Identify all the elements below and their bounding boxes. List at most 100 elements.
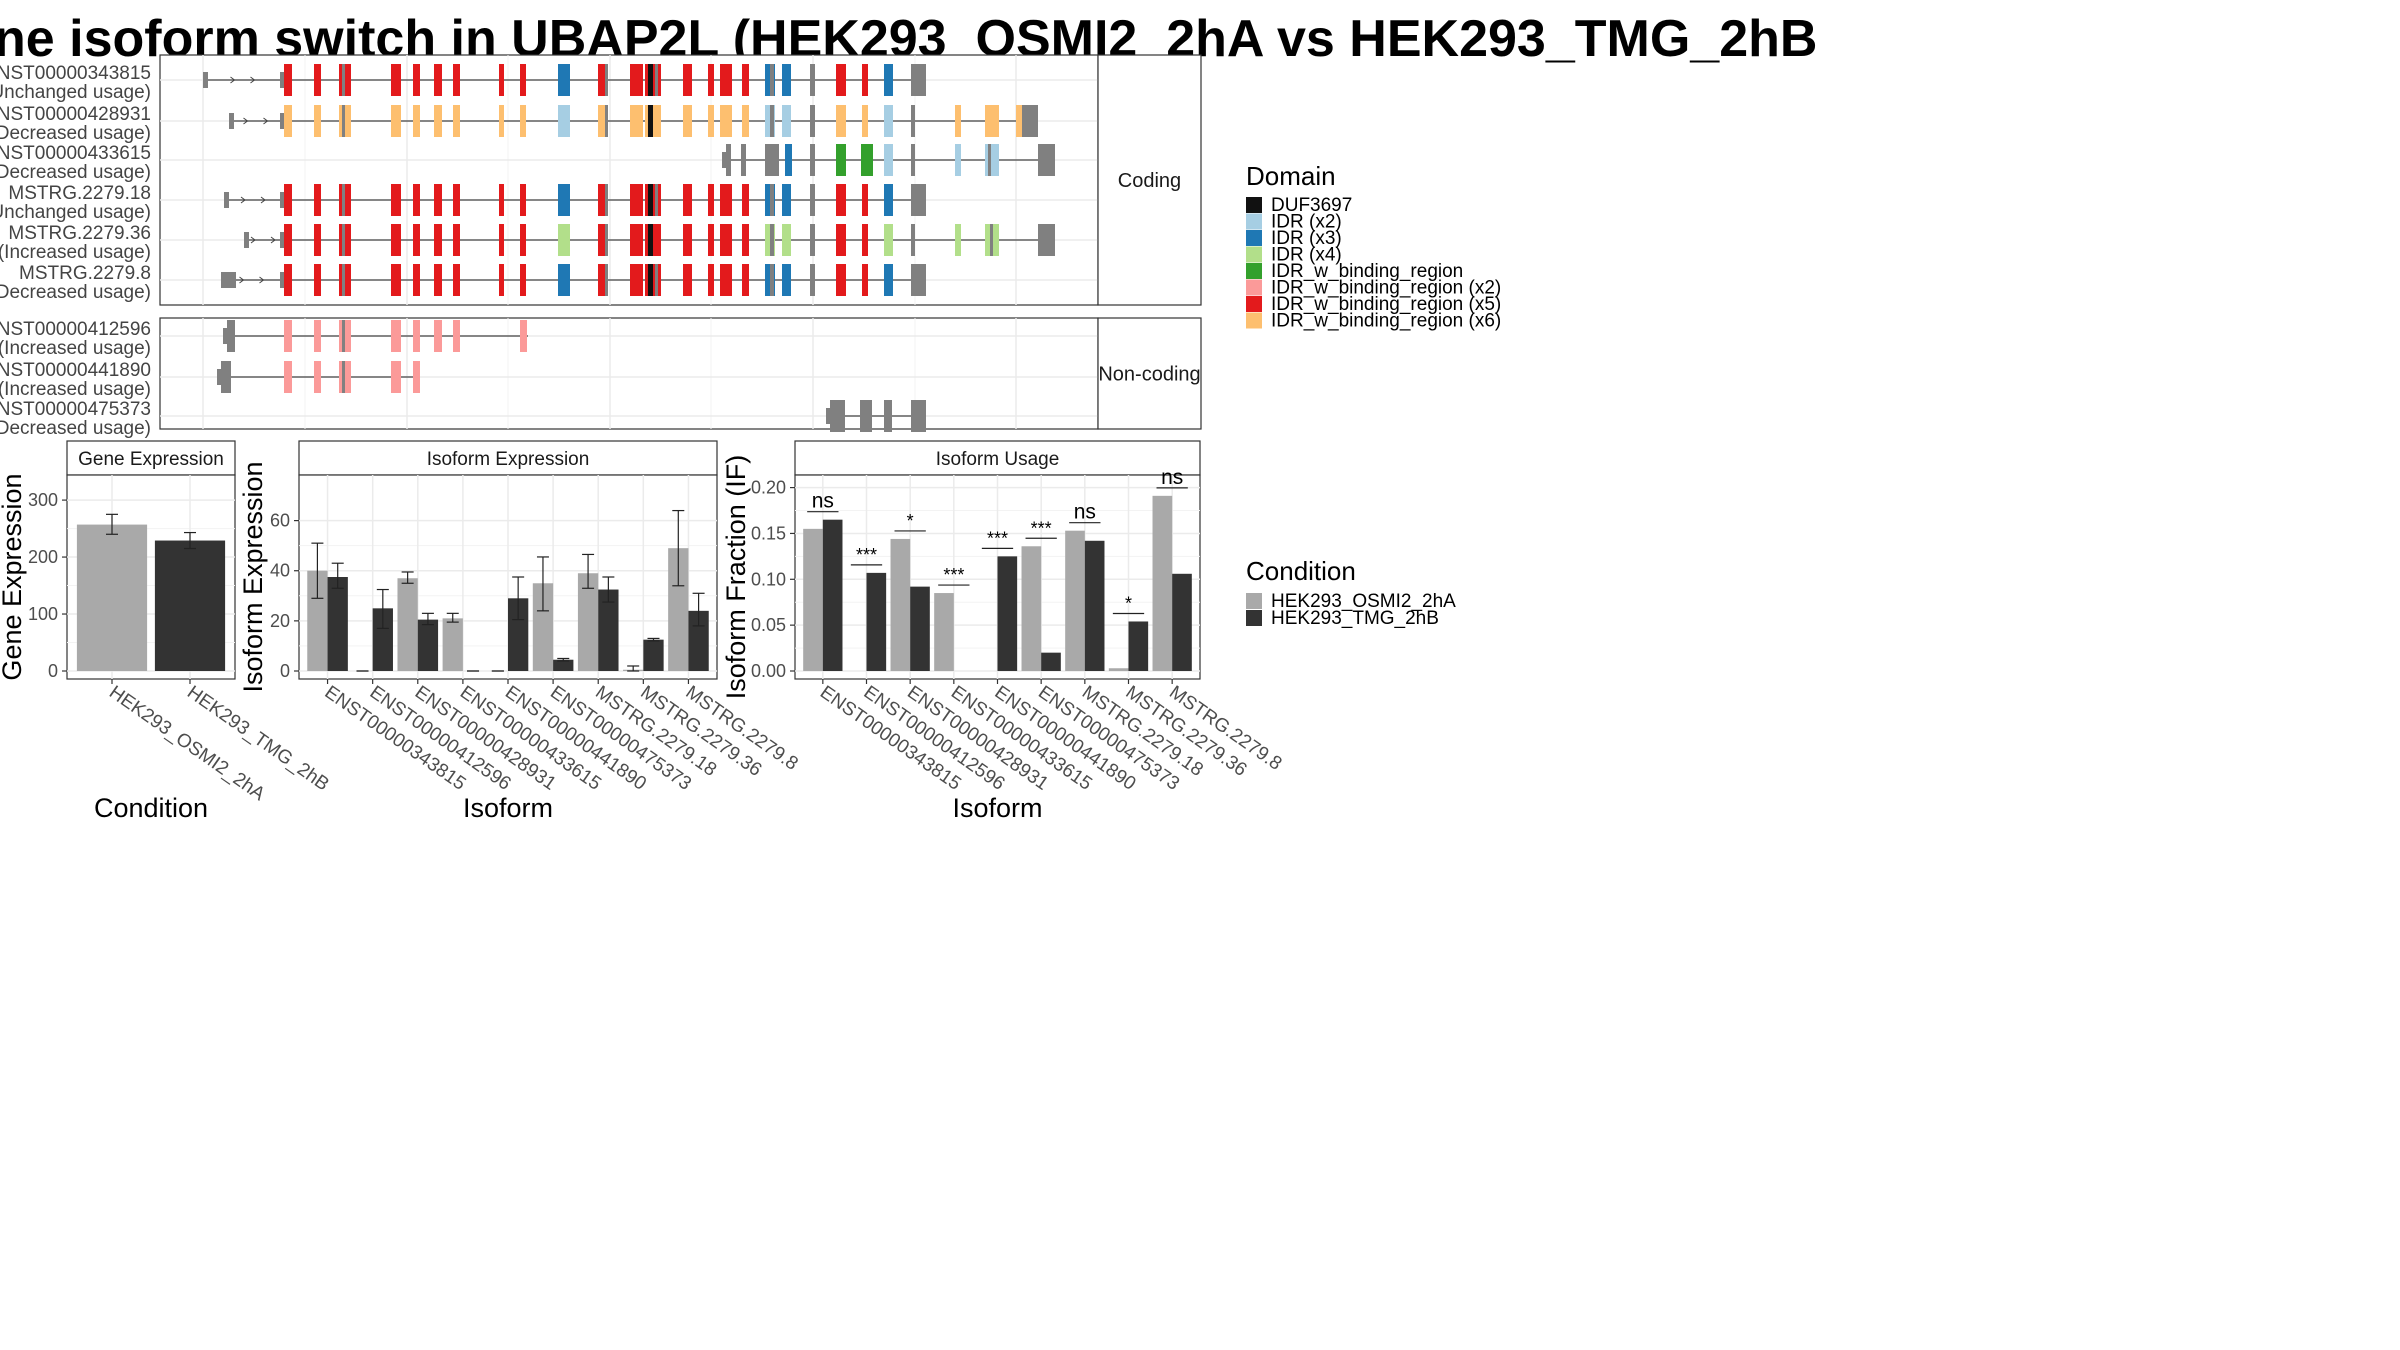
isoform-expression-panel: Isoform Expression0204060ENST00000343815… <box>238 440 802 823</box>
exon-block <box>520 320 527 352</box>
exon-block <box>913 184 926 216</box>
domain-mark <box>342 361 345 393</box>
exon-block <box>683 224 692 256</box>
exon-block <box>683 105 692 137</box>
exon-block <box>810 64 815 96</box>
transcript-name: ENST00000475373 <box>0 399 151 420</box>
transcript-usage: (Unchanged usage) <box>0 202 151 223</box>
domain-mark <box>990 224 993 256</box>
y-tick-label: 60 <box>270 511 290 531</box>
transcript-name: MSTRG.2279.18 <box>8 183 151 204</box>
bar <box>417 619 439 671</box>
bar <box>1108 668 1129 671</box>
strand-arrow <box>250 76 256 84</box>
exon-block <box>434 224 442 256</box>
legend-swatch <box>1246 279 1262 296</box>
bar <box>508 598 529 671</box>
strand-arrow <box>270 236 276 244</box>
domain-mark <box>988 144 991 176</box>
exon-block <box>284 184 292 216</box>
panel-title: Isoform Expression <box>427 449 590 470</box>
bar <box>910 586 930 671</box>
domain-mark <box>648 64 653 96</box>
transcript-usage: (Decreased usage) <box>0 282 151 303</box>
domain-mark <box>605 264 608 296</box>
exon-block <box>810 224 815 256</box>
exon-block <box>720 224 732 256</box>
exon-block <box>836 144 846 176</box>
exon-block <box>391 224 401 256</box>
exon-block <box>708 184 714 216</box>
domain-mark <box>770 264 774 296</box>
exon-block <box>630 224 643 256</box>
bar <box>598 589 619 671</box>
exon-block <box>630 105 643 137</box>
legend-swatch <box>1246 246 1262 263</box>
exon-block <box>884 400 892 432</box>
exon-block <box>434 105 442 137</box>
utr-block <box>244 232 249 248</box>
bar <box>1084 540 1105 671</box>
exon-block <box>810 105 815 137</box>
utr-block <box>722 152 726 168</box>
exon-block <box>836 264 846 296</box>
significance-label: ns <box>1161 466 1183 489</box>
exon-block <box>520 264 526 296</box>
legend-label: IDR_w_binding_region <box>1271 261 1463 282</box>
exon-block <box>720 105 732 137</box>
legend-swatch <box>1246 197 1262 213</box>
transcript-name: ENST00000428931 <box>0 104 151 125</box>
legend-swatch <box>1246 263 1262 279</box>
exon-block <box>708 64 714 96</box>
exon-block <box>391 64 401 96</box>
transcript-usage: (Increased usage) <box>0 242 151 263</box>
bar <box>668 548 689 671</box>
significance-label: * <box>907 511 914 531</box>
exon-block <box>884 105 893 137</box>
exon-block <box>598 64 608 96</box>
transcript-name: MSTRG.2279.8 <box>19 263 151 284</box>
bar <box>997 556 1018 671</box>
exon-block <box>520 64 526 96</box>
exon-block <box>413 184 420 216</box>
exon-block <box>314 264 321 296</box>
legend-swatch <box>1246 593 1262 609</box>
exon-block <box>453 184 460 216</box>
utr-block <box>280 232 284 248</box>
y-axis-label: Gene Expression <box>0 473 27 680</box>
transcript-name: ENST00000433615 <box>0 143 151 164</box>
bar <box>1021 546 1042 671</box>
exon-block <box>284 320 292 352</box>
exon-block <box>558 105 570 137</box>
utr-block <box>221 272 236 288</box>
exon-block <box>434 320 442 352</box>
y-tick-label: 20 <box>270 611 290 631</box>
exon-block <box>810 264 815 296</box>
exon-block <box>391 105 401 137</box>
transcript-row: ENST00000475373(Decreased usage) <box>0 399 926 439</box>
y-tick-label: 300 <box>28 490 58 510</box>
exon-block <box>782 224 791 256</box>
y-tick-label: 0 <box>280 661 290 681</box>
significance-label: *** <box>856 545 877 565</box>
x-tick-label: HEK293_TMG_2hB <box>183 682 333 796</box>
bar <box>372 608 393 671</box>
exon-block <box>955 144 961 176</box>
domain-mark <box>648 105 653 137</box>
exon-block <box>598 105 608 137</box>
exon-block <box>413 264 420 296</box>
bar <box>397 578 418 671</box>
exon-block <box>284 64 292 96</box>
exon-block <box>742 264 749 296</box>
transcript-name: ENST00000441890 <box>0 360 151 381</box>
exon-block <box>742 105 749 137</box>
exon-block <box>284 361 292 393</box>
exon-block <box>911 144 915 176</box>
domain-mark <box>342 320 345 352</box>
bar <box>76 524 148 671</box>
x-axis-label: Condition <box>94 793 208 823</box>
y-axis-label: Isoform Expression <box>238 461 268 692</box>
domain-mark <box>770 105 774 137</box>
facet-label: Non-coding <box>1098 364 1200 386</box>
